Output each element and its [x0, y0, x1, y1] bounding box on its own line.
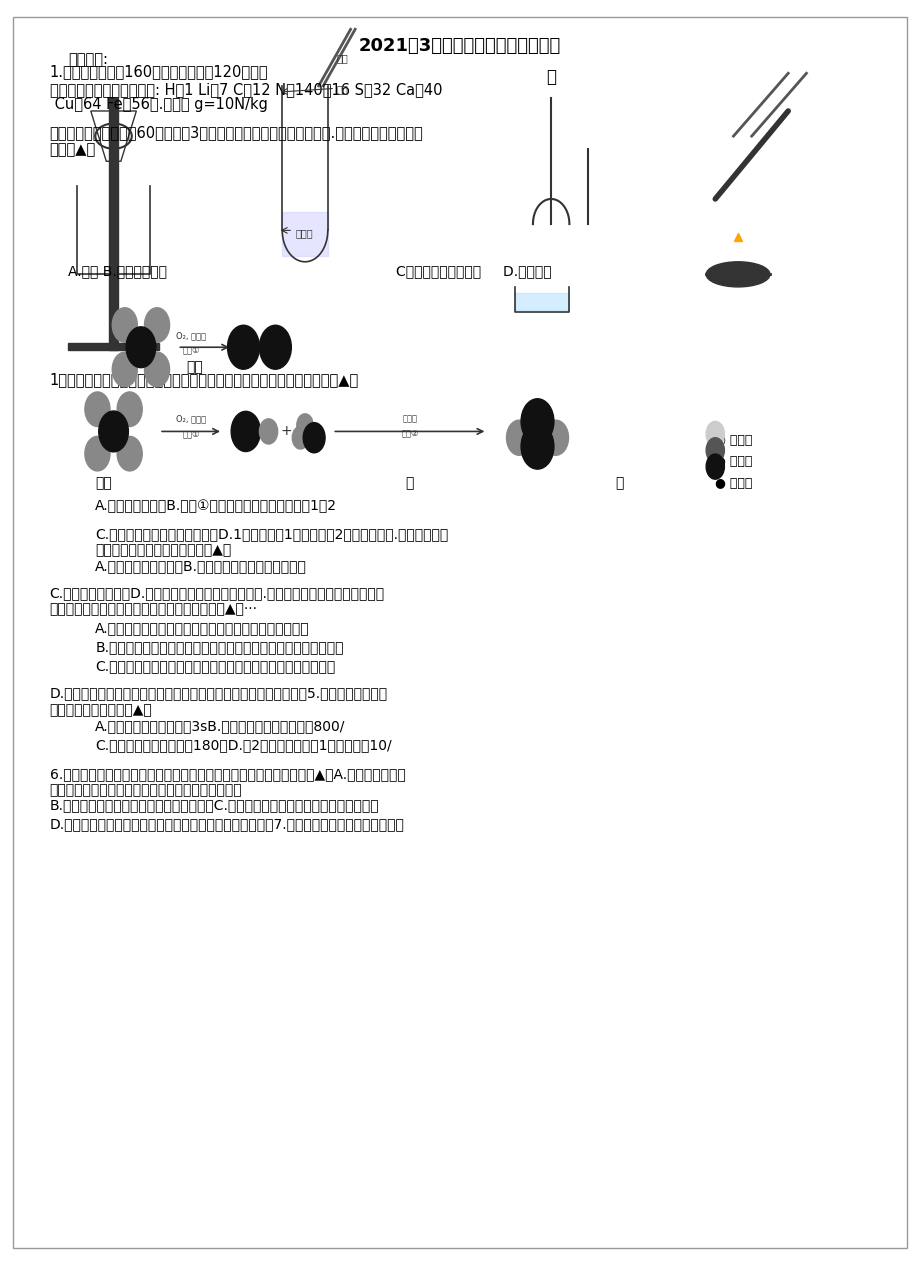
Text: 转化②: 转化②: [401, 429, 418, 439]
Text: 丙: 丙: [405, 477, 414, 491]
Circle shape: [706, 454, 723, 479]
Bar: [68, 344, 159, 349]
Text: C.甲中氢元素的质量分数小于丁D.1个丁分子由1个乙分子和2个丙分子构成.以下关于花的
结构的表达，不正确的选项是（▲）: C.甲中氢元素的质量分数小于丁D.1个丁分子由1个乙分子和2个丙分子构成.以下关…: [96, 528, 448, 557]
Text: 稀盐酸: 稀盐酸: [296, 229, 313, 239]
Circle shape: [506, 420, 531, 455]
Text: Cu：64 Fe：56）.本卷中 g=10N/kg: Cu：64 Fe：56）.本卷中 g=10N/kg: [50, 97, 267, 113]
Text: O₂, 催化剂: O₂, 催化剂: [176, 331, 206, 340]
Circle shape: [112, 352, 137, 387]
Circle shape: [98, 411, 129, 452]
Text: A.心脏的心房和心室之间有房室瓣，防止血液倒流回心房: A.心脏的心房和心室之间有房室瓣，防止血液倒流回心房: [96, 621, 310, 635]
Text: ● 氧原子: ● 氧原子: [714, 455, 752, 468]
Text: B.肺泡壁和毛细血管壁都由一层上皮细胞构成，利于进行气体交换: B.肺泡壁和毛细血管壁都由一层上皮细胞构成，利于进行气体交换: [96, 640, 344, 654]
Text: （可能用到的相对原子质量: H：1 Li：7 C：12 N：140：16 S：32 Ca：40: （可能用到的相对原子质量: H：1 Li：7 C：12 N：140：16 S：3…: [50, 82, 442, 97]
Text: 1．以甲为原料合成化工产品丁的微观过程如图。以下说法正确的选项是（▲）: 1．以甲为原料合成化工产品丁的微观过程如图。以下说法正确的选项是（▲）: [50, 372, 358, 387]
Circle shape: [144, 307, 169, 343]
Circle shape: [520, 424, 553, 469]
Text: C.子房能发育成果实D.只有在传粉受精后，花才能结果.根据生物体的结构与功能相适应
的观点，以下关于人体的说法不正确的选项是（▲）···: C.子房能发育成果实D.只有在传粉受精后，花才能结果.根据生物体的结构与功能相适…: [50, 586, 384, 616]
Text: A.过滤 B.金属与酸反应: A.过滤 B.金属与酸反应: [68, 264, 167, 278]
Text: C.小肠内有胰液、肠液、胆汁等多种消化液，利于消化营养物质: C.小肠内有胰液、肠液、胆汁等多种消化液，利于消化营养物质: [96, 659, 335, 673]
Circle shape: [259, 325, 291, 369]
Circle shape: [292, 426, 309, 449]
Text: ○ 氢原子: ○ 氢原子: [714, 434, 752, 447]
Text: D.农药引起害虫的抗药能力，可以在后代中不断积累和加强7.在无菌条件下将铁皮石斛植株的: D.农药引起害虫的抗药能力，可以在后代中不断积累和加强7.在无菌条件下将铁皮石斛…: [50, 817, 404, 831]
Circle shape: [117, 392, 142, 426]
Circle shape: [297, 414, 312, 436]
Text: 一、选择题（本大题共60分，每题3分。每题只有一个选项符合题意）.以下实验操作正确的选
项是（▲）: 一、选择题（本大题共60分，每题3分。每题只有一个选项符合题意）.以下实验操作正…: [50, 125, 423, 157]
Text: 转化①: 转化①: [182, 429, 199, 439]
Text: 丁: 丁: [614, 477, 623, 491]
Circle shape: [85, 436, 110, 471]
Text: 催化剂: 催化剂: [402, 415, 417, 424]
Circle shape: [126, 326, 155, 368]
Text: C．检验装置的气密性     D.加热液体: C．检验装置的气密性 D.加热液体: [396, 264, 551, 278]
Circle shape: [227, 325, 259, 369]
Circle shape: [144, 352, 169, 387]
Text: 锌粒: 锌粒: [336, 85, 348, 94]
Text: 1.本试卷总分值为160分，考试时间为120分钟。: 1.本试卷总分值为160分，考试时间为120分钟。: [50, 65, 268, 80]
Text: O₂, 催化剂: O₂, 催化剂: [176, 415, 206, 424]
Text: ✋: ✋: [546, 68, 556, 86]
Circle shape: [112, 307, 137, 343]
Text: 2021年3月东城中学科学中考模拟卷: 2021年3月东城中学科学中考模拟卷: [358, 37, 561, 54]
Circle shape: [542, 420, 568, 455]
Text: 转化①: 转化①: [182, 345, 199, 354]
Circle shape: [117, 436, 142, 471]
Circle shape: [303, 423, 324, 453]
Circle shape: [259, 419, 278, 444]
Circle shape: [231, 411, 260, 452]
Text: 6.长期使用某种农药，会发现其灭虫的效果越来越差，其主要原因是（▲）A.昆虫适应农药，
随所用农药剂量和含量的增加使害虫的抗药性也增强: 6.长期使用某种农药，会发现其灭虫的效果越来越差，其主要原因是（▲）A.昆虫适应…: [50, 767, 405, 797]
Text: 镊子: 镊子: [336, 53, 348, 63]
Text: D.肾小管壁薄且周围绕着大量的毛细血管，利于血液过滤后形成原尿5.以下生活中的物理
数据最接近实际的是（▲）: D.肾小管壁薄且周围绕着大量的毛细血管，利于血液过滤后形成原尿5.以下生活中的物…: [50, 687, 388, 717]
Ellipse shape: [706, 262, 769, 287]
Text: 温馨提示:: 温馨提示:: [68, 52, 108, 67]
Text: A.花在开花后都能结果B.花最重要的局部是雄蕊和雌蕊: A.花在开花后都能结果B.花最重要的局部是雄蕊和雌蕊: [96, 559, 307, 573]
Text: C.日光灯正常工作电流约180初D.把2个鸡蛋匀速举高1匀做功大约10/: C.日光灯正常工作电流约180初D.把2个鸡蛋匀速举高1匀做功大约10/: [96, 737, 391, 753]
Circle shape: [520, 398, 553, 444]
Text: ● 碳原子: ● 碳原子: [714, 477, 752, 490]
Text: +: +: [280, 425, 292, 439]
Text: 甲乙: 甲乙: [96, 477, 112, 491]
Circle shape: [85, 392, 110, 426]
Text: B.昆虫接触农药，通过基因突变产生抗药性C.农药对昆虫的抗药性变异进行了定向选择: B.昆虫接触农药，通过基因突变产生抗药性C.农药对昆虫的抗药性变异进行了定向选择: [50, 798, 379, 812]
Text: A.正常人脉搏跳动一次约3sB.微型电风扇的额定功率约800/: A.正常人脉搏跳动一次约3sB.微型电风扇的额定功率约800/: [96, 720, 346, 734]
Bar: [108, 99, 118, 349]
Circle shape: [706, 421, 723, 447]
Text: 甲乙: 甲乙: [187, 359, 203, 373]
Text: A.乙、丁为氧化物B.转化①中乙和丙的分子个数之比为1：2: A.乙、丁为氧化物B.转化①中乙和丙的分子个数之比为1：2: [96, 500, 337, 514]
Circle shape: [706, 438, 723, 463]
